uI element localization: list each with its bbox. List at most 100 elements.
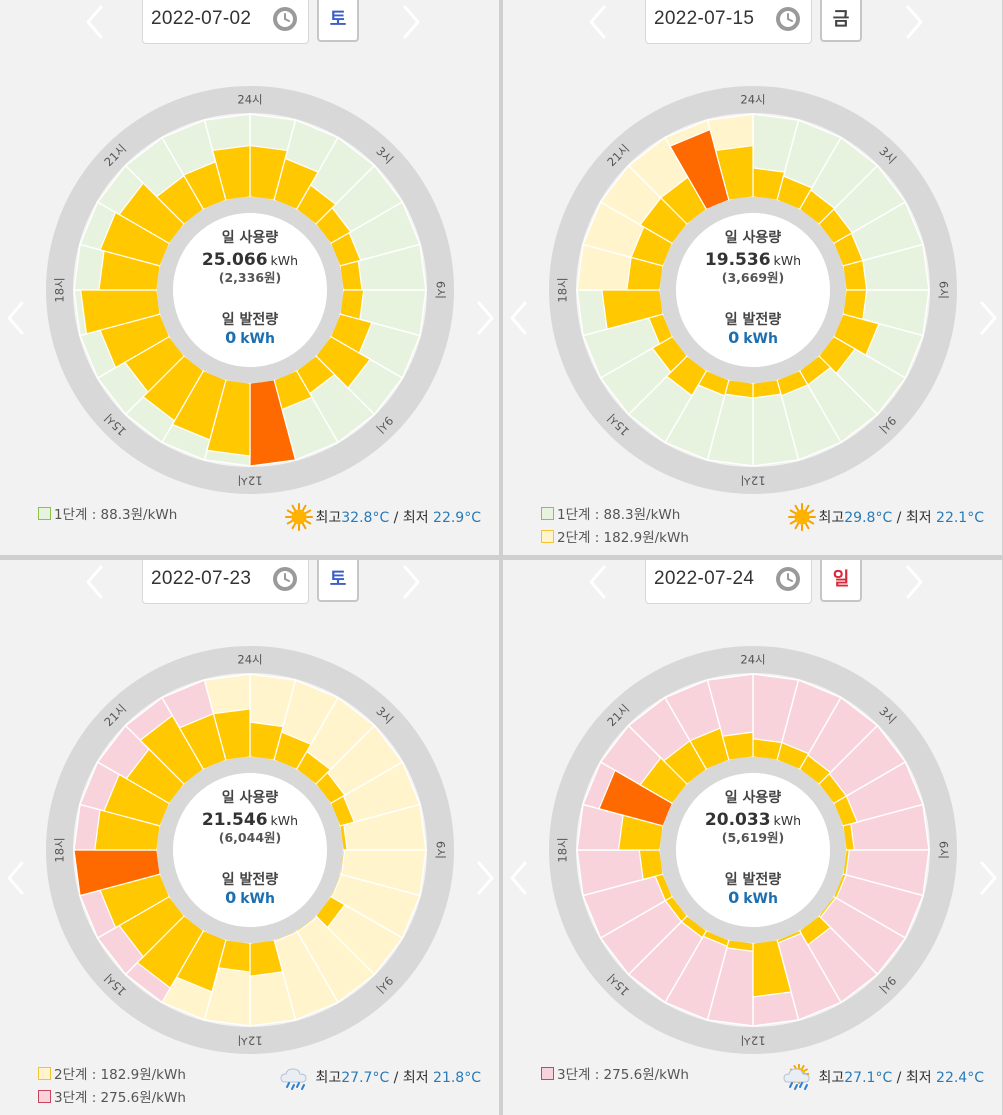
prev-date-button[interactable]	[82, 4, 108, 40]
hour-label: 6시	[937, 841, 951, 859]
tier-legend-item: 1단계 : 88.3원/kWh	[541, 503, 680, 523]
prev-date-button[interactable]	[585, 564, 611, 600]
date-picker[interactable]: 2022-07-15	[645, 0, 812, 44]
max-temp: 29.8°C	[844, 510, 893, 526]
clock-icon[interactable]	[272, 566, 298, 592]
center-disc	[173, 773, 327, 927]
next-panel-arrow[interactable]	[472, 300, 498, 336]
next-date-button[interactable]	[398, 564, 424, 600]
daily-generation-label: 일 발전량	[222, 311, 279, 328]
max-temp: 27.7°C	[341, 1070, 390, 1086]
daily-usage-value: 20.033 kWh	[705, 810, 801, 830]
hour-label: 24시	[237, 93, 262, 107]
usage-bar-h6[interactable]	[842, 259, 868, 291]
inner-ring	[157, 197, 343, 383]
center-disc	[676, 213, 830, 367]
center-disc	[173, 213, 327, 367]
weather-summary: 최고27.7°C / 최저 21.8°C	[279, 1063, 481, 1091]
hour-label: 6시	[434, 281, 448, 299]
date-picker[interactable]: 2022-07-24	[645, 560, 812, 604]
cloud-rain-icon	[279, 1068, 307, 1090]
usage-panel-2022-07-02: 24시 3시 6시 9시 12시 15시 18시 21시 일 사용량 25.066 kWh (2,33…	[0, 0, 499, 555]
hour-ring	[549, 86, 957, 494]
daily-generation-label: 일 발전량	[725, 311, 782, 328]
clock-icon[interactable]	[775, 566, 801, 592]
clock-icon[interactable]	[775, 6, 801, 32]
prev-date-button[interactable]	[585, 4, 611, 40]
next-date-button[interactable]	[901, 4, 927, 40]
date-picker[interactable]: 2022-07-23	[142, 560, 309, 604]
next-date-button[interactable]	[901, 564, 927, 600]
prev-panel-arrow[interactable]	[3, 300, 29, 336]
hour-label: 18시	[53, 837, 67, 862]
sun-icon	[787, 503, 816, 531]
hour-label: 18시	[556, 277, 570, 302]
prev-panel-arrow[interactable]	[506, 300, 532, 336]
daily-cost: (3,669원)	[722, 270, 784, 285]
hour-ring	[46, 646, 454, 1054]
tier-legend-item: 2단계 : 182.9원/kWh	[541, 526, 689, 546]
date-value: 2022-07-02	[151, 8, 252, 29]
hour-label: 24시	[740, 653, 765, 667]
next-panel-arrow[interactable]	[975, 300, 1001, 336]
hour-ring	[46, 86, 454, 494]
daily-usage-label: 일 사용량	[725, 790, 782, 806]
usage-bar-h6[interactable]	[339, 260, 363, 291]
hour-ring	[549, 646, 957, 1054]
min-temp: 21.8°C	[433, 1070, 481, 1086]
inner-ring	[157, 757, 343, 943]
min-temp: 22.9°C	[433, 510, 481, 526]
daily-usage-label: 일 사용량	[222, 230, 279, 246]
prev-panel-arrow[interactable]	[3, 860, 29, 896]
legend-label: 3단계 : 275.6원/kWh	[54, 1090, 186, 1106]
center-disc	[676, 773, 830, 927]
daily-usage-label: 일 사용량	[222, 790, 279, 806]
hour-label: 12시	[740, 1034, 765, 1048]
daily-generation-value: 0 kWh	[225, 328, 275, 347]
usage-panel-2022-07-24: 24시 3시 6시 9시 12시 15시 18시 21시 일 사용량 20.033 kWh (5,61…	[503, 560, 1002, 1115]
daily-generation-value: 0 kWh	[728, 328, 778, 347]
usage-panel-2022-07-23: 24시 3시 6시 9시 12시 15시 18시 21시 일 사용량 21.546 kWh (6,04…	[0, 560, 499, 1115]
date-value: 2022-07-23	[151, 568, 252, 589]
inner-ring	[660, 197, 846, 383]
legend-label: 1단계 : 88.3원/kWh	[54, 507, 178, 523]
legend-label: 2단계 : 182.9원/kWh	[557, 530, 689, 546]
weekday-badge[interactable]: 금	[820, 0, 862, 42]
prev-panel-arrow[interactable]	[506, 860, 532, 896]
min-temp: 22.4°C	[936, 1070, 984, 1086]
weekday-badge[interactable]: 토	[317, 560, 359, 602]
date-value: 2022-07-15	[654, 8, 755, 29]
weekday-badge[interactable]: 토	[317, 0, 359, 42]
weather-summary: 최고32.8°C / 최저 22.9°C	[284, 503, 481, 531]
temperature-text: 최고27.1°C / 최저 22.4°C	[818, 1070, 985, 1086]
daily-cost: (5,619원)	[722, 830, 784, 845]
hour-label: 12시	[237, 474, 262, 488]
usage-bar-h18[interactable]	[638, 849, 664, 881]
tier-legend-item: 2단계 : 182.9원/kWh	[38, 1063, 186, 1083]
hour-label: 12시	[237, 1034, 262, 1048]
legend-swatch	[38, 1090, 51, 1103]
prev-date-button[interactable]	[82, 564, 108, 600]
date-picker[interactable]: 2022-07-02	[142, 0, 309, 44]
inner-ring	[660, 757, 846, 943]
next-panel-arrow[interactable]	[472, 860, 498, 896]
legend-swatch	[541, 530, 554, 543]
tier-legend-item: 3단계 : 275.6원/kWh	[38, 1086, 186, 1106]
hour-label: 18시	[53, 277, 67, 302]
clock-icon[interactable]	[272, 6, 298, 32]
weekday-badge[interactable]: 일	[820, 560, 862, 602]
tier-legend-item: 1단계 : 88.3원/kWh	[38, 503, 177, 523]
daily-cost: (2,336원)	[219, 270, 281, 285]
legend-swatch	[541, 507, 554, 520]
sun-cloud-rain-icon	[782, 1064, 810, 1090]
next-panel-arrow[interactable]	[975, 860, 1001, 896]
hour-label: 12시	[740, 474, 765, 488]
next-date-button[interactable]	[398, 4, 424, 40]
tier-legend-item: 3단계 : 275.6원/kWh	[541, 1063, 689, 1083]
hour-label: 6시	[937, 281, 951, 299]
legend-swatch	[38, 507, 51, 520]
legend-label: 2단계 : 182.9원/kWh	[54, 1067, 186, 1083]
